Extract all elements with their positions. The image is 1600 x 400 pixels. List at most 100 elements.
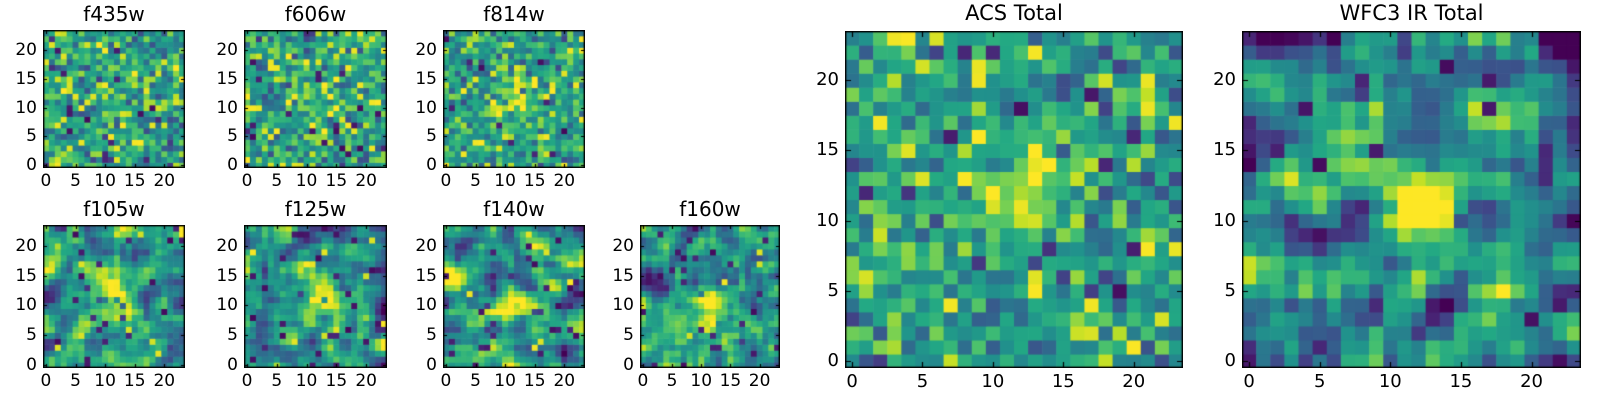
- x-tick-label: 15: [123, 371, 146, 391]
- y-tick-label: 15: [1213, 139, 1236, 161]
- x-tick-label: 10: [1378, 371, 1402, 392]
- x-tick-label: 15: [719, 371, 742, 391]
- x-tick-label: 20: [1520, 371, 1544, 392]
- x-tick-label: 15: [123, 171, 146, 191]
- panel-title: f125w: [284, 197, 347, 221]
- y-tick-label: 5: [26, 325, 37, 346]
- y-tick-label: 20: [415, 235, 437, 256]
- x-tick-label: 15: [523, 171, 546, 191]
- y-tick-label: 20: [216, 235, 238, 256]
- panel-wfc3-ir-total: WFC3 IR Total 0 5 10 15 20 0 5 10 15 20: [1213, 1, 1581, 391]
- heatmap-canvas-f105w: [43, 225, 185, 368]
- x-tick-label: 5: [271, 371, 283, 391]
- y-tick-label: 15: [216, 68, 238, 89]
- heatmap-canvas-f814w: [443, 30, 585, 168]
- x-tick-label: 15: [325, 171, 348, 191]
- y-tick-label: 5: [426, 126, 437, 147]
- x-tick-label: 10: [295, 171, 318, 191]
- panel-f435w: f435w 0 5 10 15 20 0 5 10 15 20: [15, 3, 185, 190]
- y-tick-label: 5: [26, 126, 37, 147]
- panel-title: ACS Total: [965, 1, 1063, 25]
- x-tick-label: 0: [440, 371, 452, 391]
- panel-title: f814w: [483, 2, 545, 26]
- panel-title: f435w: [83, 2, 145, 26]
- panel-title: WFC3 IR Total: [1339, 1, 1484, 25]
- panel-f125w: f125w 0 5 10 15 20 0 5 10 15 20: [216, 198, 387, 390]
- x-tick-label: 5: [1313, 371, 1326, 392]
- x-tick-label: 20: [153, 371, 176, 391]
- x-tick-label: 0: [440, 171, 452, 191]
- panel-acs-total: ACS Total 0 5 10 15 20 0 5 10 15 20: [816, 1, 1183, 391]
- panel-f160w: f160w 0 5 10 15 20 0 5 10 15 20: [612, 198, 780, 390]
- y-tick-label: 0: [26, 355, 37, 376]
- panel-f606w: f606w 0 5 10 15 20 0 5 10 15 20: [216, 3, 387, 190]
- y-tick-label: 5: [227, 126, 238, 147]
- x-tick-label: 10: [494, 171, 516, 191]
- y-tick-label: 5: [623, 325, 634, 346]
- x-tick-label: 5: [666, 371, 678, 391]
- y-tick-label: 0: [26, 155, 37, 176]
- heatmap-canvas-wfc3-ir-total: [1242, 31, 1581, 368]
- heatmap-canvas-f435w: [43, 30, 185, 168]
- x-tick-label: 10: [494, 371, 516, 391]
- panel-title: f606w: [284, 2, 347, 26]
- y-tick-label: 15: [415, 68, 437, 89]
- x-tick-label: 5: [470, 171, 481, 191]
- y-tick-label: 0: [227, 155, 238, 176]
- panel-f814w: f814w 0 5 10 15 20 0 5 10 15 20: [415, 3, 585, 190]
- y-tick-label: 20: [15, 235, 37, 256]
- y-tick-label: 20: [612, 235, 634, 256]
- y-tick-label: 20: [15, 40, 37, 61]
- y-tick-label: 15: [415, 265, 437, 286]
- x-tick-label: 20: [1122, 371, 1146, 392]
- y-tick-label: 10: [415, 97, 437, 118]
- y-tick-label: 0: [827, 349, 839, 371]
- x-tick-label: 0: [637, 371, 649, 391]
- x-tick-label: 5: [271, 171, 283, 191]
- panel-f105w: f105w 0 5 10 15 20 0 5 10 15 20: [15, 198, 185, 390]
- y-tick-label: 20: [415, 40, 437, 61]
- x-tick-label: 0: [241, 171, 253, 191]
- heatmap-canvas-f140w: [443, 225, 585, 368]
- y-tick-label: 20: [1213, 69, 1236, 91]
- x-tick-label: 20: [553, 171, 576, 191]
- x-tick-label: 20: [355, 371, 377, 391]
- y-tick-label: 10: [15, 295, 37, 316]
- x-tick-label: 20: [153, 171, 176, 191]
- y-tick-label: 0: [623, 355, 634, 376]
- y-tick-label: 20: [216, 40, 238, 61]
- y-tick-label: 10: [1213, 209, 1236, 231]
- x-tick-label: 0: [846, 371, 858, 392]
- x-tick-label: 0: [40, 371, 52, 391]
- y-tick-label: 0: [426, 355, 437, 376]
- panel-f140w: f140w 0 5 10 15 20 0 5 10 15 20: [415, 198, 585, 390]
- y-tick-label: 5: [227, 325, 238, 346]
- x-tick-label: 10: [295, 371, 318, 391]
- panel-title: f160w: [679, 197, 741, 221]
- y-tick-label: 10: [15, 97, 37, 118]
- y-tick-label: 5: [1224, 279, 1236, 301]
- x-tick-label: 15: [1449, 371, 1473, 392]
- x-tick-label: 10: [690, 371, 713, 391]
- x-tick-label: 5: [70, 171, 81, 191]
- heatmap-canvas-f606w: [244, 30, 387, 168]
- y-tick-label: 10: [216, 97, 238, 118]
- y-tick-label: 10: [415, 295, 437, 316]
- x-tick-label: 5: [916, 371, 929, 392]
- x-tick-label: 10: [94, 171, 116, 191]
- x-tick-label: 0: [40, 171, 52, 191]
- x-tick-label: 15: [325, 371, 348, 391]
- y-tick-label: 5: [426, 325, 437, 346]
- x-tick-label: 0: [1243, 371, 1255, 392]
- x-tick-label: 5: [470, 371, 481, 391]
- heatmap-canvas-f125w: [244, 225, 387, 368]
- y-tick-label: 15: [15, 68, 37, 89]
- x-tick-label: 15: [523, 371, 546, 391]
- y-tick-label: 0: [227, 355, 238, 376]
- panel-title: f105w: [83, 197, 145, 221]
- y-tick-label: 0: [1224, 349, 1236, 371]
- y-tick-label: 15: [15, 265, 37, 286]
- x-tick-label: 20: [553, 371, 576, 391]
- y-tick-label: 15: [612, 265, 634, 286]
